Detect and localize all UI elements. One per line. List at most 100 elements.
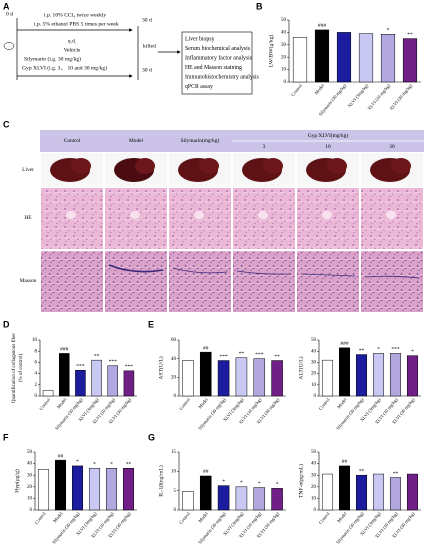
y-tick-label: 8 [35,349,38,354]
bar [122,467,135,511]
masson-image [41,251,103,312]
panel-letter: C [3,119,10,129]
x-tick-label: Control [290,83,303,98]
y-tick-label: 30 [27,473,33,478]
y-axis-label: LW/BW(g/kg) [267,35,274,68]
significance-label: ## [58,453,64,459]
y-tick-label: 20 [311,372,317,377]
column-header: Silymarin(mg/kg) [181,137,220,144]
treatment: i.p. 5% ethanol PBS 5 times per week [34,21,119,27]
y-axis-label: IL-1β(ng/mL) [157,465,164,497]
fibrosis [300,273,356,277]
y-tick-label: 40 [281,31,287,36]
column-header: Model [129,138,144,144]
significance-label: ** [407,32,413,38]
y-tick-label: 50 [27,450,33,455]
liver-image [71,158,91,174]
analysis: Immunohistochemistry analysis [185,74,260,80]
y-tick-label: 40 [27,462,33,467]
bar [358,33,374,83]
x-tick-label: Control [34,511,47,526]
bar [372,473,385,511]
y-tick-label: 20 [281,55,287,60]
x-tick-label: Model [52,511,64,524]
bar [107,365,119,397]
x-tick-label: Control [178,397,191,412]
bar [253,358,266,397]
row-label: HE [24,215,32,221]
y-tick-label: 10 [32,338,38,343]
bar [338,347,351,397]
bar [406,355,419,397]
significance-label: ** [126,462,132,468]
bar [338,465,351,511]
row-label: Liver [22,167,34,173]
y-tick-label: 4 [35,372,38,377]
significance-label: ** [359,348,365,354]
bar [355,354,368,397]
y-tick-label: 15 [171,450,177,455]
bar [380,34,396,83]
analysis: qPCR assay [185,84,213,90]
bar [235,486,248,511]
masson-image [361,251,423,312]
panel-letter: G [148,432,155,442]
x-tick-label: Model [336,397,348,410]
significance-label: ### [60,347,69,353]
y-tick-label: 10 [281,68,287,73]
group: Gyp XLVI (i.g. 3、 10 and 30 mg/kg) [22,64,107,71]
significance-label: * [76,459,79,465]
bar [389,353,402,397]
bar [54,459,67,511]
dose-header: 10 [325,144,331,150]
panel-letter: F [3,432,9,442]
significance-label: *** [219,354,228,360]
masson-image [105,251,167,312]
y-tick-label: 50 [311,450,317,455]
significance-label: ## [203,469,209,475]
killed-label: killed [143,43,156,49]
bar [199,475,212,511]
liver-image [263,158,283,174]
bar [253,487,266,511]
x-tick-label: Model [314,83,326,96]
bar [321,473,334,511]
image-grid [41,153,423,312]
y-tick-label: 40 [311,349,317,354]
y-tick-label: 60 [171,338,177,343]
masson-image [169,251,231,312]
liver-image [199,158,219,174]
dose-header: 30 [389,144,395,150]
significance-label: *** [125,364,134,370]
panel-letter: A [3,1,10,11]
y-tick-label: 0 [284,80,287,85]
bar [88,467,101,511]
row-label: Masson [20,278,37,284]
bar [235,357,248,397]
bar [372,353,385,397]
y-tick-label: 40 [311,462,317,467]
x-tick-label: Control [318,511,331,526]
bar [58,353,70,397]
vein [322,211,332,219]
bar [71,465,84,511]
bar [271,360,283,397]
significance-label: *** [391,347,400,353]
significance-label: * [240,480,243,486]
y-axis-label: TNF-α(pg/mL) [297,464,304,498]
bar [292,37,308,83]
x-tick-label: Model [197,397,209,410]
masson-image [297,251,359,312]
bar [37,469,50,511]
y-tick-label: 30 [311,473,317,478]
panel-letter: E [148,319,154,329]
significance-label: ** [94,353,100,359]
significance-label: ** [239,351,245,357]
y-tick-label: 40 [171,357,177,362]
significance-label: ## [342,459,348,465]
fibrosis [108,264,164,273]
bar [199,351,212,397]
bar [105,467,118,511]
schedule: 0 d i.p. 10% CCl₄ twice weekly i.p. 5% e… [3,11,260,95]
